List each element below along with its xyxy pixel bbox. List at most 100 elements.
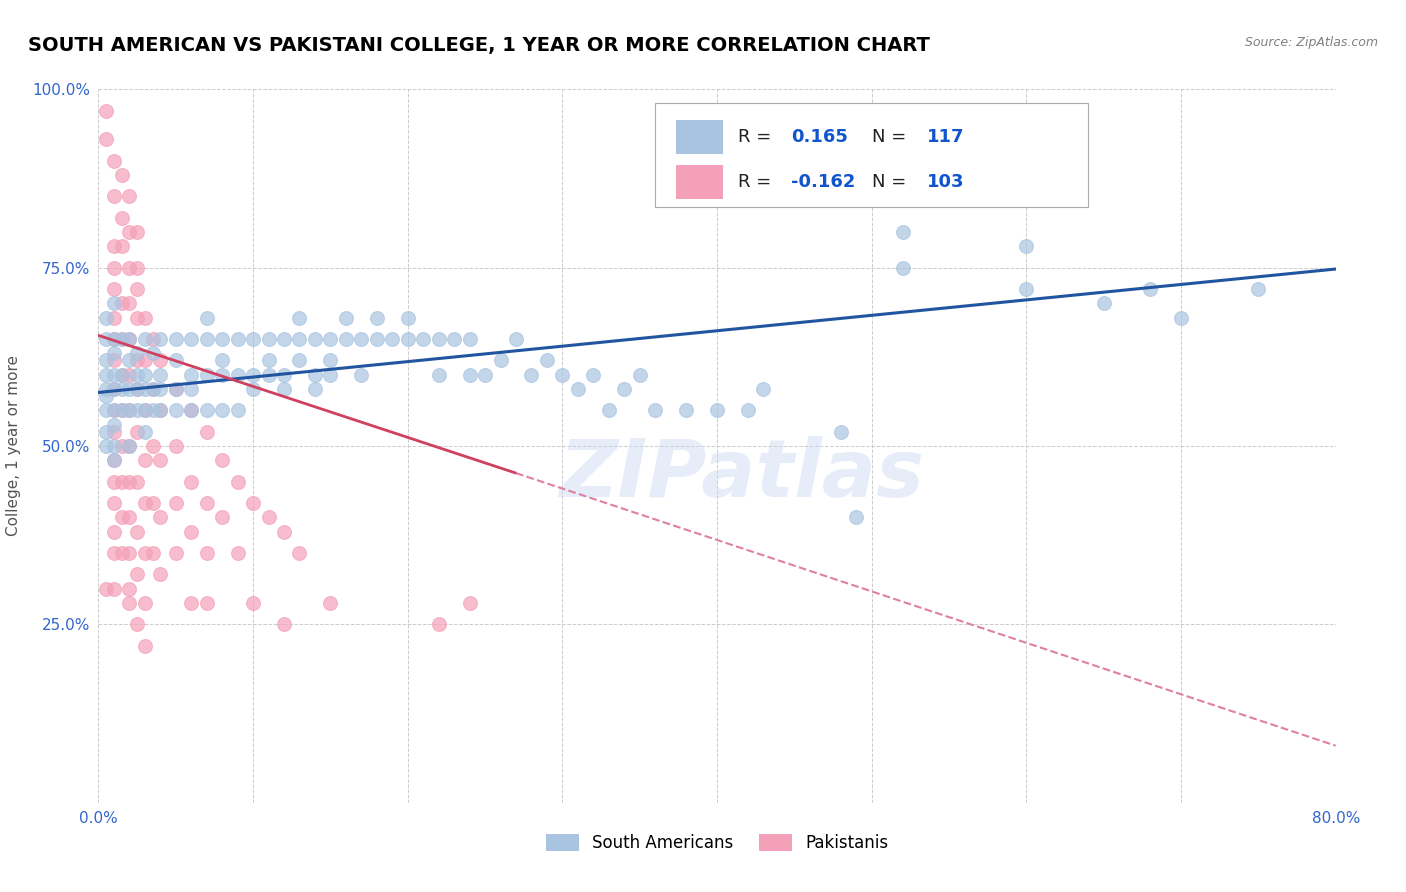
Point	[118, 403, 141, 417]
Point	[103, 453, 125, 467]
Point	[103, 475, 125, 489]
Point	[644, 403, 666, 417]
Point	[134, 403, 156, 417]
Text: 103: 103	[928, 173, 965, 191]
Point	[567, 382, 589, 396]
Point	[195, 368, 218, 382]
Point	[304, 332, 326, 346]
Point	[505, 332, 527, 346]
Point	[226, 332, 249, 346]
Point	[149, 382, 172, 396]
Point	[96, 310, 118, 325]
Point	[134, 596, 156, 610]
Point	[891, 260, 914, 275]
Point	[103, 403, 125, 417]
Point	[96, 425, 118, 439]
Point	[149, 332, 172, 346]
Point	[118, 368, 141, 382]
Point	[1015, 239, 1038, 253]
Point	[273, 368, 295, 382]
Point	[350, 368, 373, 382]
Point	[381, 332, 404, 346]
Point	[180, 382, 202, 396]
Text: -0.162: -0.162	[792, 173, 856, 191]
Point	[288, 353, 311, 368]
Point	[118, 382, 141, 396]
Point	[226, 403, 249, 417]
Point	[1170, 310, 1192, 325]
Point	[134, 310, 156, 325]
Text: SOUTH AMERICAN VS PAKISTANI COLLEGE, 1 YEAR OR MORE CORRELATION CHART: SOUTH AMERICAN VS PAKISTANI COLLEGE, 1 Y…	[28, 36, 929, 54]
Point	[134, 546, 156, 560]
Point	[111, 475, 132, 489]
Point	[891, 225, 914, 239]
Point	[118, 546, 141, 560]
Point	[127, 425, 149, 439]
Point	[396, 332, 419, 346]
Point	[103, 382, 125, 396]
Point	[103, 296, 125, 310]
Text: R =: R =	[738, 128, 778, 146]
Point	[1015, 282, 1038, 296]
Point	[165, 546, 187, 560]
Point	[211, 368, 233, 382]
Point	[134, 382, 156, 396]
Point	[226, 475, 249, 489]
Point	[111, 403, 132, 417]
Point	[111, 439, 132, 453]
Point	[111, 296, 132, 310]
Point	[180, 403, 202, 417]
Point	[288, 310, 311, 325]
Point	[118, 353, 141, 368]
Point	[141, 382, 165, 396]
Point	[127, 260, 149, 275]
Point	[319, 332, 342, 346]
Point	[180, 368, 202, 382]
Point	[118, 439, 141, 453]
Point	[118, 596, 141, 610]
Text: R =: R =	[738, 173, 778, 191]
FancyBboxPatch shape	[655, 103, 1088, 207]
Point	[551, 368, 574, 382]
Point	[427, 368, 450, 382]
Point	[165, 353, 187, 368]
Point	[582, 368, 605, 382]
Point	[257, 368, 280, 382]
Text: N =: N =	[872, 128, 911, 146]
Point	[134, 353, 156, 368]
Point	[118, 510, 141, 524]
Point	[273, 332, 295, 346]
Point	[118, 332, 141, 346]
Point	[211, 403, 233, 417]
Point	[111, 368, 132, 382]
Point	[127, 282, 149, 296]
Point	[103, 260, 125, 275]
Point	[127, 403, 149, 417]
Text: ZIPatlas: ZIPatlas	[560, 435, 924, 514]
Point	[1139, 282, 1161, 296]
Point	[180, 403, 202, 417]
Point	[111, 332, 132, 346]
Point	[141, 346, 165, 360]
Point	[165, 382, 187, 396]
Point	[103, 239, 125, 253]
Point	[211, 510, 233, 524]
Point	[103, 417, 125, 432]
Point	[242, 332, 264, 346]
Point	[396, 310, 419, 325]
Legend: South Americans, Pakistanis: South Americans, Pakistanis	[538, 827, 896, 859]
Point	[489, 353, 512, 368]
Point	[103, 546, 125, 560]
Point	[195, 496, 218, 510]
FancyBboxPatch shape	[676, 120, 723, 154]
Point	[127, 475, 149, 489]
FancyBboxPatch shape	[676, 165, 723, 199]
Point	[118, 332, 141, 346]
Point	[458, 332, 481, 346]
Point	[180, 332, 202, 346]
Point	[127, 382, 149, 396]
Point	[335, 332, 357, 346]
Point	[103, 346, 125, 360]
Point	[536, 353, 558, 368]
Point	[242, 382, 264, 396]
